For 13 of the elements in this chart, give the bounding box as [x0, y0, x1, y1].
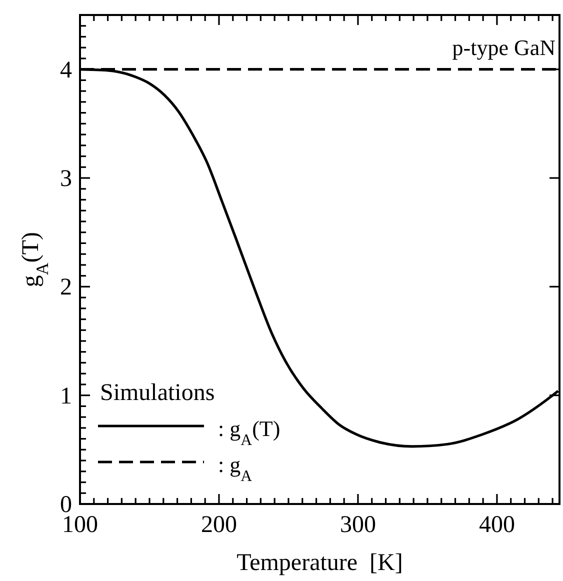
- legend-title: Simulations: [100, 380, 215, 406]
- x-tick-label: 100: [62, 512, 98, 538]
- x-tick-label: 300: [340, 512, 376, 538]
- annotation: p-type GaN: [452, 35, 556, 60]
- y-tick-label: 3: [60, 166, 72, 192]
- legend-label: : g$_{A}$: [218, 452, 253, 484]
- x-tick-label: 200: [200, 512, 237, 538]
- x-tick-label: 400: [478, 512, 515, 538]
- y-tick-label: 4: [60, 57, 72, 84]
- y-tick-label: 1: [60, 383, 72, 410]
- legend-label: : g$_{A}$(T): [218, 416, 280, 448]
- y-tick-label: 2: [60, 274, 72, 301]
- x-axis-title: Temperature [K]: [236, 550, 403, 576]
